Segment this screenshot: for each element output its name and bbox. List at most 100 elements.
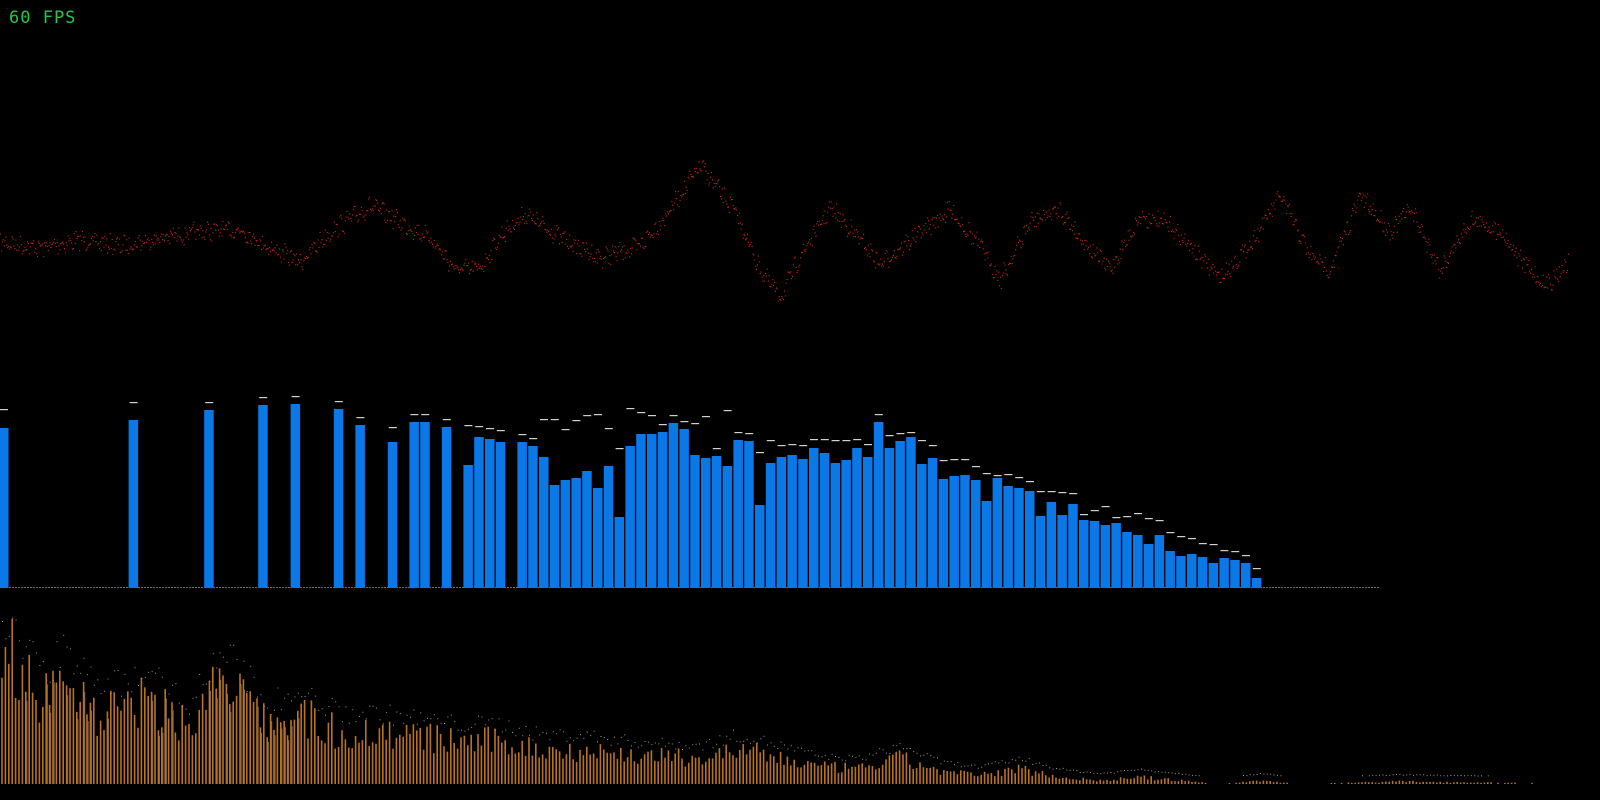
spectrum-peak-cap xyxy=(788,444,797,446)
spectrum-peak-cap xyxy=(1047,491,1056,493)
spectrum-peak-cap xyxy=(550,419,559,421)
spectrum-peak-cap xyxy=(842,440,851,442)
spectrum-peak-cap xyxy=(982,473,991,475)
spectrum-bar xyxy=(463,465,473,588)
spectrum-bar xyxy=(809,448,819,588)
fps-counter: 60 FPS xyxy=(9,8,77,28)
spectrum-bar xyxy=(1187,554,1197,588)
spectrum-peak-cap xyxy=(0,409,8,411)
spectrum-peak-cap xyxy=(1080,514,1088,516)
fine-spectrum-highlights xyxy=(26,680,300,784)
spectrum-bar xyxy=(603,466,614,588)
spectrum-bar xyxy=(1003,486,1013,588)
spectrum-bar xyxy=(819,453,830,588)
spectrum-bar xyxy=(1079,520,1089,588)
spectrum-peak-cap xyxy=(680,421,689,423)
spectrum-peak-cap xyxy=(388,427,397,429)
spectrum-peak-cap xyxy=(691,423,700,425)
spectrum-bar xyxy=(1057,515,1067,588)
spectrum-bar xyxy=(798,459,808,588)
spectrum-bar xyxy=(128,420,139,588)
spectrum-bar xyxy=(960,475,970,588)
spectrum-peak-cap xyxy=(734,432,743,434)
spectrum-peak-cap xyxy=(1123,516,1132,518)
spectrum-bar xyxy=(690,455,700,588)
waveform-trace xyxy=(0,160,1569,302)
spectrum-bar xyxy=(560,480,571,588)
spectrum-peak-cap xyxy=(1134,513,1142,515)
spectrum-peak-cap xyxy=(799,445,808,447)
spectrum-bar xyxy=(949,476,959,588)
spectrum-bar xyxy=(701,458,711,588)
spectrum-peak-cap xyxy=(604,428,613,430)
waveform-oscilloscope xyxy=(0,160,1569,302)
spectrum-bar xyxy=(1014,488,1024,588)
spectrum-peak-cap xyxy=(1058,492,1067,494)
spectrum-peak-cap xyxy=(410,414,419,416)
spectrum-bar xyxy=(1035,516,1046,588)
spectrum-peak-cap xyxy=(486,428,494,430)
spectrum-peak-cap xyxy=(615,448,624,450)
spectrum-bar xyxy=(593,488,603,588)
spectrum-peak-cap xyxy=(1198,543,1207,545)
spectrum-bar xyxy=(290,404,301,588)
spectrum-peak-cap xyxy=(712,448,721,450)
spectrum-bar xyxy=(625,446,635,588)
spectrum-peak-cap xyxy=(961,459,970,461)
spectrum-peak-cap xyxy=(993,475,1002,477)
spectrum-bar xyxy=(333,409,344,588)
fine-spectrum-peaks xyxy=(2,617,1489,777)
spectrum-bar xyxy=(571,478,581,588)
spectrum-peak-cap xyxy=(540,419,548,421)
spectrum-bar xyxy=(863,457,873,588)
spectrum-bar xyxy=(906,437,916,588)
spectrum-bar xyxy=(517,442,527,588)
spectrum-bar xyxy=(441,427,452,588)
spectrum-peak-cap xyxy=(939,460,948,462)
spectrum-peak-cap xyxy=(1112,517,1121,519)
spectrum-bar xyxy=(1089,521,1100,588)
spectrum-peak-cap xyxy=(896,433,905,435)
spectrum-peak-cap xyxy=(1026,481,1034,483)
spectrum-bar xyxy=(614,517,625,588)
frequency-spectrum-bars xyxy=(0,396,1380,588)
spectrum-bar xyxy=(485,439,495,588)
spectrum-bar xyxy=(1046,502,1057,588)
spectrum-peak-cap xyxy=(1242,555,1250,557)
spectrum-bar xyxy=(1197,557,1208,588)
spectrum-bar xyxy=(1241,563,1251,588)
spectrum-bar xyxy=(1208,563,1219,588)
spectrum-bar xyxy=(787,455,797,588)
spectrum-peak-cap xyxy=(291,396,300,398)
spectrum-peak-cap xyxy=(1209,544,1218,546)
spectrum-peak-cap xyxy=(1090,510,1099,512)
spectrum-bar xyxy=(841,460,851,588)
spectrum-peak-cap xyxy=(1188,538,1196,540)
spectrum-peak-cap xyxy=(205,402,214,404)
spectrum-bar xyxy=(744,441,754,588)
spectrum-bar xyxy=(679,429,689,588)
spectrum-peak-cap xyxy=(529,438,538,440)
spectrum-bar xyxy=(852,448,862,588)
spectrum-peak-cap xyxy=(1252,568,1261,570)
spectrum-bar xyxy=(981,501,992,588)
spectrum-bar xyxy=(474,437,484,588)
spectrum-bar xyxy=(1133,535,1143,588)
spectrum-peak-cap xyxy=(1155,520,1164,522)
spectrum-peak-cap xyxy=(356,417,365,419)
spectrum-peak-cap xyxy=(1166,532,1175,534)
spectrum-peak-cap xyxy=(1069,493,1078,495)
spectrum-bar xyxy=(539,457,549,588)
spectrum-bar xyxy=(1111,523,1121,588)
spectrum-bar xyxy=(873,422,884,588)
spectrum-peak-cap xyxy=(1015,477,1024,479)
spectrum-bar xyxy=(258,405,268,588)
spectrum-peak-cap xyxy=(950,459,959,461)
spectrum-bar xyxy=(636,434,646,588)
spectrum-peak-cap xyxy=(648,415,656,417)
spectrum-bar xyxy=(1230,560,1240,588)
spectrum-peak-cap xyxy=(756,452,764,454)
spectrum-bar xyxy=(1165,551,1175,588)
spectrum-peak-cap xyxy=(658,424,667,426)
